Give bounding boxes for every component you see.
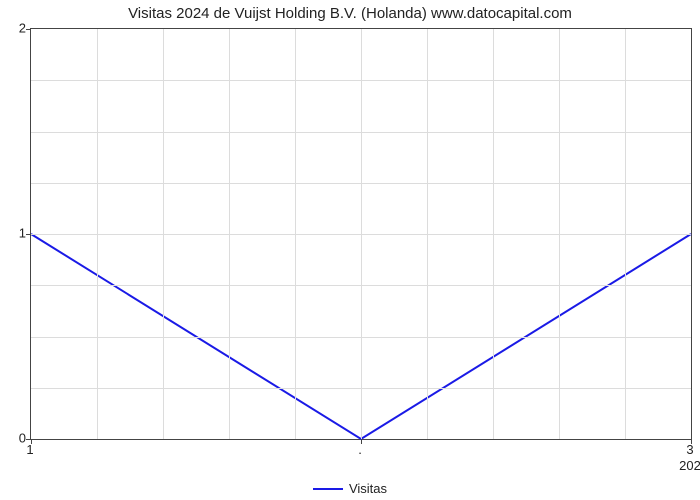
grid-line-v (493, 29, 494, 439)
legend-swatch (313, 488, 343, 490)
chart-title: Visitas 2024 de Vuijst Holding B.V. (Hol… (0, 5, 700, 22)
grid-line-v (97, 29, 98, 439)
grid-line-v (295, 29, 296, 439)
grid-line-v-major (361, 29, 362, 439)
xtick-label: 1 (26, 442, 33, 457)
grid-line-v (427, 29, 428, 439)
ytick-label: 0 (19, 431, 26, 446)
xtick-label: 3 (686, 442, 693, 457)
grid-line-v (163, 29, 164, 439)
ytick-mark (26, 234, 31, 235)
ytick-label: 1 (19, 226, 26, 241)
grid-line-v (625, 29, 626, 439)
grid-line-v (229, 29, 230, 439)
ytick-mark (26, 29, 31, 30)
grid-line-v (559, 29, 560, 439)
xtick-label-secondary: 202 (679, 458, 700, 473)
legend-label: Visitas (349, 481, 387, 496)
xtick-label: . (358, 442, 362, 457)
legend: Visitas (0, 481, 700, 496)
chart-container: Visitas 2024 de Vuijst Holding B.V. (Hol… (0, 0, 700, 500)
ytick-label: 2 (19, 21, 26, 36)
plot-area (30, 28, 692, 440)
